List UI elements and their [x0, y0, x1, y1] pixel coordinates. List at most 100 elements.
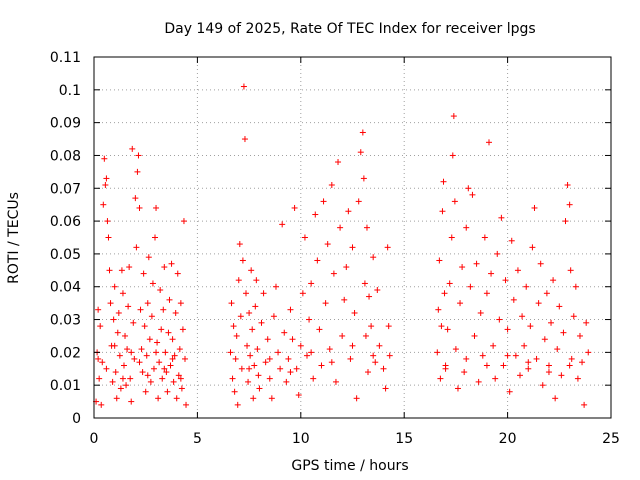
data-point — [245, 378, 252, 385]
data-point — [349, 244, 356, 251]
data-point — [155, 395, 162, 402]
data-point — [471, 332, 478, 339]
data-point — [237, 313, 244, 320]
y-tick-label: 0.09 — [50, 116, 81, 132]
data-point — [320, 198, 327, 205]
data-point — [183, 401, 190, 408]
data-point — [110, 316, 117, 323]
data-point — [241, 136, 248, 143]
data-point — [167, 362, 174, 369]
data-point — [162, 349, 169, 356]
data-point — [153, 204, 160, 211]
data-point — [440, 178, 447, 185]
y-axis-label: ROTI / TECUs — [6, 192, 22, 284]
data-point — [129, 145, 136, 152]
data-point — [560, 329, 567, 336]
data-point — [479, 352, 486, 359]
data-point — [161, 264, 168, 271]
data-point — [308, 280, 315, 287]
x-tick-label: 20 — [499, 431, 517, 447]
data-point — [246, 309, 253, 316]
data-point — [566, 201, 573, 208]
data-point — [228, 300, 235, 307]
data-point — [256, 385, 263, 392]
data-point — [158, 326, 165, 333]
data-point — [233, 332, 240, 339]
data-point — [521, 342, 528, 349]
data-point — [459, 264, 466, 271]
data-point — [119, 290, 126, 297]
data-point — [504, 326, 511, 333]
data-point — [450, 113, 457, 120]
data-point — [246, 365, 253, 372]
data-point — [122, 332, 129, 339]
data-point — [525, 365, 532, 372]
data-point — [531, 204, 538, 211]
data-point — [500, 362, 507, 369]
data-point — [304, 352, 311, 359]
y-tick-label: 0.02 — [50, 345, 81, 361]
data-point — [148, 313, 155, 320]
data-point — [250, 395, 257, 402]
data-point — [299, 290, 306, 297]
data-point — [166, 296, 173, 303]
data-point — [95, 306, 102, 313]
data-point — [579, 359, 586, 366]
data-point — [285, 355, 292, 362]
data-point — [111, 283, 118, 290]
data-point — [272, 283, 279, 290]
data-point — [293, 365, 300, 372]
data-point — [133, 244, 140, 251]
data-point — [180, 218, 187, 225]
data-points — [93, 83, 592, 408]
data-point — [120, 362, 127, 369]
data-point — [539, 382, 546, 389]
data-point — [132, 195, 139, 202]
data-point — [152, 234, 159, 241]
y-tick-label: 0.07 — [50, 181, 81, 197]
data-point — [168, 260, 175, 267]
data-point — [525, 359, 532, 366]
data-point — [363, 224, 370, 231]
data-point — [558, 372, 565, 379]
data-point — [463, 355, 470, 362]
data-point — [444, 326, 451, 333]
y-tick-label: 0 — [72, 411, 81, 427]
data-point — [150, 365, 157, 372]
data-point — [251, 362, 258, 369]
data-point — [101, 155, 108, 162]
data-point — [554, 346, 561, 353]
data-point — [574, 375, 581, 382]
data-point — [230, 323, 237, 330]
data-point — [160, 306, 167, 313]
data-point — [310, 375, 317, 382]
x-tick-label: 5 — [193, 431, 202, 447]
data-point — [457, 300, 464, 307]
data-point — [488, 270, 495, 277]
data-point — [140, 270, 147, 277]
data-point — [517, 372, 524, 379]
data-point — [229, 375, 236, 382]
plot-frame — [93, 56, 612, 419]
data-point — [312, 211, 319, 218]
data-point — [266, 355, 273, 362]
data-point — [506, 388, 513, 395]
data-point — [138, 346, 145, 353]
data-point — [283, 378, 290, 385]
y-tick-label: 0.08 — [50, 148, 81, 164]
data-point — [255, 372, 262, 379]
data-point — [135, 152, 142, 159]
data-point — [535, 300, 542, 307]
data-point — [434, 349, 441, 356]
data-point — [343, 264, 350, 271]
data-point — [566, 362, 573, 369]
data-point — [105, 234, 112, 241]
data-point — [177, 375, 184, 382]
data-point — [341, 296, 348, 303]
y-tick-labels: 0 0.01 0.02 0.03 0.04 0.05 0.06 0.07 0.08 0.09 0.1… — [50, 50, 81, 427]
data-point — [119, 375, 126, 382]
data-point — [114, 329, 121, 336]
data-point — [442, 365, 449, 372]
data-point — [124, 346, 131, 353]
data-point — [179, 326, 186, 333]
